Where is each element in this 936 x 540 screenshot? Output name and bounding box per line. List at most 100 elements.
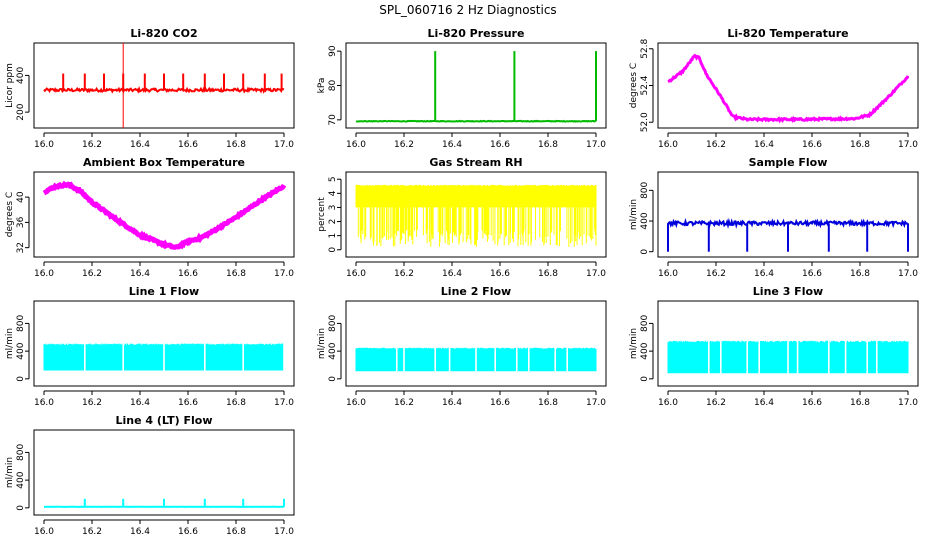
data-series	[667, 217, 909, 252]
x-tick-label: 16.4	[130, 398, 150, 408]
series-line	[42, 180, 287, 251]
y-tick-label: 52.4	[640, 75, 650, 95]
y-tick-label: 800	[328, 315, 338, 332]
x-tick-label: 16.4	[130, 527, 150, 537]
x-tick-label: 16.0	[346, 398, 366, 408]
x-tick-label: 16.2	[82, 140, 102, 150]
y-axis: 0 400 800	[640, 315, 654, 382]
y-axis: 0 1 2 3 4 5	[328, 176, 342, 253]
y-tick-label: 800	[16, 315, 26, 332]
y-axis: 0 400 800	[16, 444, 30, 511]
x-tick-label: 16.2	[82, 527, 102, 537]
x-tick-label: 17.0	[898, 269, 918, 279]
panel-title: Sample Flow	[749, 156, 828, 169]
panel-9: Line 3 Flow ml/min 16.0 16.2 16.4 16.6 16.8 17.…	[629, 285, 919, 408]
x-tick-label: 16.0	[346, 269, 366, 279]
data-series	[42, 180, 287, 251]
x-tick-label: 16.0	[34, 140, 54, 150]
y-tick-label: 5	[328, 176, 338, 182]
y-tick-label: 400	[16, 342, 26, 359]
x-tick-label: 16.6	[490, 269, 510, 279]
x-tick-label: 16.8	[226, 140, 246, 150]
x-tick-label: 17.0	[274, 269, 294, 279]
x-tick-label: 16.2	[706, 398, 726, 408]
x-tick-label: 16.8	[538, 398, 558, 408]
panel-title: Ambient Box Temperature	[83, 156, 245, 169]
y-tick-label: 800	[16, 444, 26, 461]
y-tick-label: 32	[16, 242, 26, 253]
y-tick-label: 80	[328, 80, 338, 92]
x-axis: 16.0 16.2 16.4 16.6 16.8 17.0	[658, 132, 918, 150]
x-tick-label: 16.6	[802, 140, 822, 150]
panel-title: Line 1 Flow	[129, 285, 199, 298]
data-series	[667, 340, 909, 374]
panel-2: Li-820 Pressure kPa 16.0 16.2 16.4 16.6 16.8 17…	[317, 27, 607, 150]
panel-title: Line 4 (LT) Flow	[116, 414, 213, 427]
y-tick-label: 36	[16, 216, 26, 228]
panel-title: Li-820 Temperature	[727, 27, 848, 40]
plot-frame	[33, 300, 295, 387]
y-axis-label: Licor ppm	[5, 63, 15, 108]
y-tick-label: 0	[640, 376, 650, 382]
x-tick-label: 16.8	[226, 398, 246, 408]
y-axis-label: ml/min	[629, 199, 639, 230]
y-axis-label: degrees C	[629, 63, 639, 108]
plot-frame	[345, 171, 607, 258]
x-tick-label: 16.0	[346, 140, 366, 150]
x-axis: 16.0 16.2 16.4 16.6 16.8 17.0	[34, 519, 294, 537]
x-tick-label: 17.0	[586, 269, 606, 279]
x-tick-label: 16.4	[754, 398, 774, 408]
x-tick-label: 16.6	[178, 398, 198, 408]
y-axis-label: ml/min	[5, 328, 15, 359]
y-axis: 0 400 800	[328, 315, 342, 382]
y-tick-label: 4	[328, 190, 338, 196]
x-axis: 16.0 16.2 16.4 16.6 16.8 17.0	[658, 390, 918, 408]
y-axis-label: ml/min	[5, 457, 15, 488]
plot-frame	[657, 42, 919, 129]
x-axis: 16.0 16.2 16.4 16.6 16.8 17.0	[346, 261, 606, 279]
y-tick-label: 40	[16, 191, 26, 203]
x-tick-label: 17.0	[586, 140, 606, 150]
x-tick-label: 16.6	[802, 398, 822, 408]
x-tick-label: 16.2	[82, 398, 102, 408]
x-tick-label: 16.2	[394, 398, 414, 408]
panel-4: Ambient Box Temperature degrees C 16.0 16.2…	[5, 156, 295, 279]
x-tick-label: 16.0	[34, 527, 54, 537]
x-tick-label: 16.0	[34, 269, 54, 279]
data-series	[44, 498, 285, 508]
x-tick-label: 16.4	[130, 269, 150, 279]
x-axis: 16.0 16.2 16.4 16.6 16.8 17.0	[34, 390, 294, 408]
y-tick-label: 800	[640, 315, 650, 332]
y-axis: 200 400	[16, 67, 30, 121]
x-tick-label: 16.4	[754, 140, 774, 150]
x-tick-label: 16.2	[394, 269, 414, 279]
x-tick-label: 16.6	[490, 398, 510, 408]
data-series	[355, 184, 597, 247]
panel-title: Line 3 Flow	[753, 285, 823, 298]
x-tick-label: 17.0	[586, 398, 606, 408]
series-band	[355, 184, 597, 247]
y-tick-label: 90	[328, 45, 338, 57]
x-axis: 16.0 16.2 16.4 16.6 16.8 17.0	[346, 132, 606, 150]
x-tick-label: 16.0	[34, 398, 54, 408]
panel-title: Li-820 Pressure	[428, 27, 525, 40]
x-tick-label: 17.0	[898, 140, 918, 150]
panel-6: Sample Flow ml/min 16.0 16.2 16.4 16.6 16.8 17.…	[629, 156, 919, 279]
x-tick-label: 16.0	[658, 398, 678, 408]
y-tick-label: 400	[328, 342, 338, 359]
panel-title: Li-820 CO2	[130, 27, 197, 40]
panel-title: Gas Stream RH	[429, 156, 522, 169]
y-tick-label: 3	[328, 205, 338, 211]
y-axis: 70 80 90	[328, 45, 342, 126]
x-axis: 16.0 16.2 16.4 16.6 16.8 17.0	[34, 132, 294, 150]
x-tick-label: 16.8	[538, 140, 558, 150]
y-tick-label: 0	[328, 376, 338, 382]
x-tick-label: 16.8	[538, 269, 558, 279]
plot-frame	[33, 171, 295, 258]
x-tick-label: 16.4	[442, 269, 462, 279]
x-tick-label: 16.8	[850, 398, 870, 408]
x-tick-label: 16.2	[394, 140, 414, 150]
